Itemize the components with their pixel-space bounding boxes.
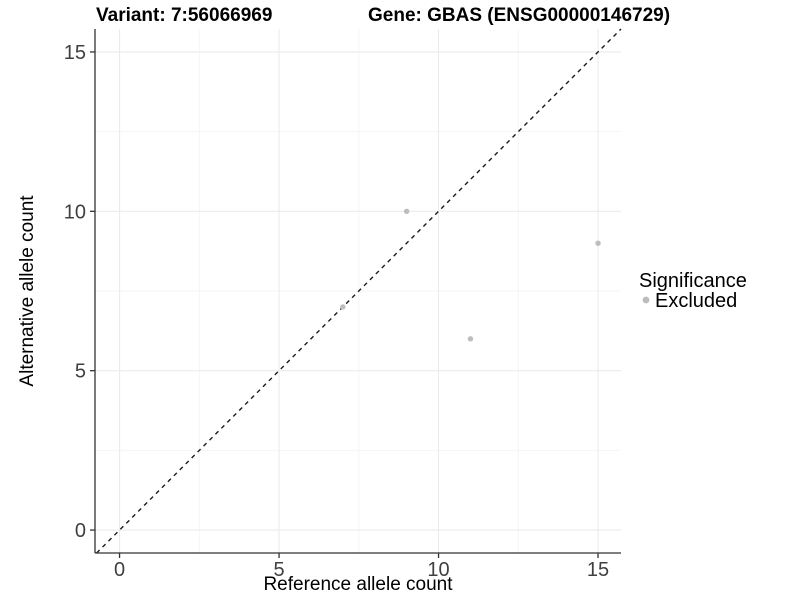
legend-title: Significance — [639, 270, 747, 292]
data-point — [340, 304, 346, 310]
y-tick-label: 15 — [64, 42, 86, 64]
legend-key-dot — [642, 296, 650, 304]
data-point — [467, 336, 474, 342]
plot-title-variant: Variant: 7:56066969 — [96, 5, 272, 26]
x-tick-label: 0 — [114, 559, 125, 581]
y-tick-label: 0 — [75, 520, 86, 542]
x-tick-label: 10 — [427, 559, 449, 581]
y-axis-title: Alternative allele count — [17, 195, 38, 387]
identity-line — [96, 28, 622, 554]
x-axis-title: Reference allele count — [263, 574, 453, 595]
data-point — [403, 208, 410, 215]
x-tick-label: 5 — [273, 559, 284, 581]
y-tick-label: 10 — [64, 201, 86, 223]
x-tick-label: 15 — [587, 559, 609, 581]
legend-item-label: Excluded — [655, 290, 737, 312]
plot-title-gene: Gene: GBAS (ENSG00000146729) — [368, 5, 670, 26]
y-tick-label: 5 — [75, 361, 86, 383]
data-point — [595, 240, 601, 246]
